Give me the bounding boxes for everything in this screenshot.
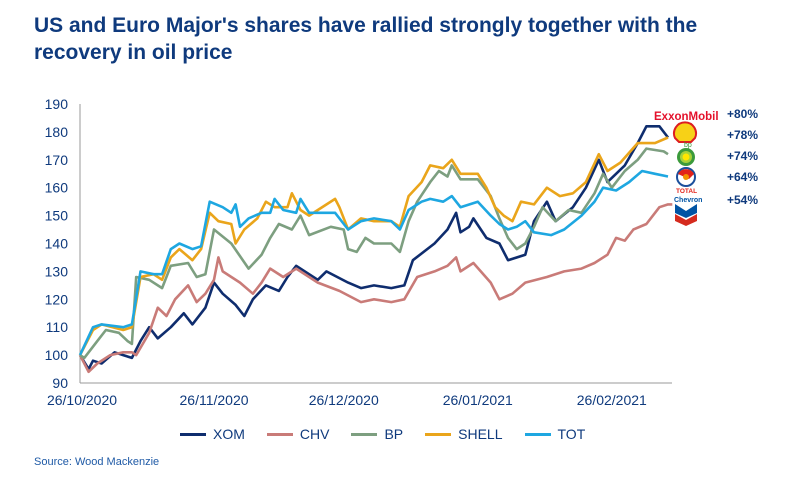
svg-text:Chevron: Chevron	[674, 197, 702, 204]
legend-swatch	[351, 432, 378, 436]
exxonmobil-logo: ExxonMobil	[654, 111, 719, 123]
end-label-tot: +64%	[727, 170, 758, 184]
legend-swatch	[524, 432, 551, 436]
legend-item-bp: BP	[351, 426, 403, 442]
series-line-bp	[79, 147, 669, 360]
legend-label: BP	[384, 426, 404, 442]
y-tick-label: 170	[45, 152, 69, 168]
legend-item-shell: SHELL	[425, 426, 503, 442]
end-label-xom: +80%	[727, 107, 758, 121]
x-tick-label: 26/01/2021	[443, 392, 513, 408]
end-label-bp: +74%	[727, 149, 758, 163]
series-line-xom	[78, 125, 670, 371]
chart-title: US and Euro Major's shares have rallied …	[34, 14, 698, 64]
y-tick-label: 100	[45, 347, 69, 363]
legend-item-xom: XOM	[180, 426, 245, 442]
x-tick-label: 26/10/2020	[47, 392, 117, 408]
legend-label: XOM	[213, 426, 245, 442]
y-tick-label: 150	[45, 208, 69, 224]
chevron-logo: Chevron	[674, 197, 702, 226]
y-tick-label: 180	[45, 124, 69, 140]
bp-logo: bp	[677, 142, 695, 166]
series-line-chv	[78, 203, 673, 374]
y-tick-label: 90	[52, 375, 68, 391]
y-tick-label: 160	[45, 180, 69, 196]
y-tick-label: 190	[45, 96, 69, 112]
legend-label: SHELL	[458, 426, 503, 442]
series-line-tot	[78, 169, 669, 356]
svg-text:TOTAL: TOTAL	[676, 188, 697, 195]
shell-logo	[673, 121, 697, 143]
end-label-shell: +78%	[727, 128, 758, 142]
legend-label: TOT	[557, 426, 586, 442]
svg-text:bp: bp	[684, 142, 692, 149]
y-tick-label: 110	[46, 319, 69, 335]
svg-text:ExxonMobil: ExxonMobil	[654, 111, 719, 123]
x-tick-label: 26/11/2020	[180, 392, 249, 408]
y-tick-label: 120	[45, 291, 69, 307]
y-tick-label: 130	[45, 263, 69, 279]
legend-item-chv: CHV	[266, 426, 330, 442]
x-tick-label: 26/02/2021	[577, 392, 647, 408]
legend-label: CHV	[299, 426, 330, 442]
legend-swatch	[425, 432, 452, 436]
legend-item-tot: TOT	[524, 426, 586, 442]
y-tick-label: 140	[45, 236, 69, 252]
total-logo: TOTAL	[676, 167, 697, 195]
legend-swatch	[180, 432, 206, 436]
series-line-shell	[78, 136, 669, 356]
legend-swatch	[266, 432, 293, 436]
source-note: Source: Wood Mackenzie	[34, 456, 160, 468]
end-label-chv: +54%	[727, 193, 758, 207]
chart-legend: XOM CHV BP SHELL TOT	[180, 426, 607, 442]
x-tick-label: 26/12/2020	[309, 392, 379, 408]
